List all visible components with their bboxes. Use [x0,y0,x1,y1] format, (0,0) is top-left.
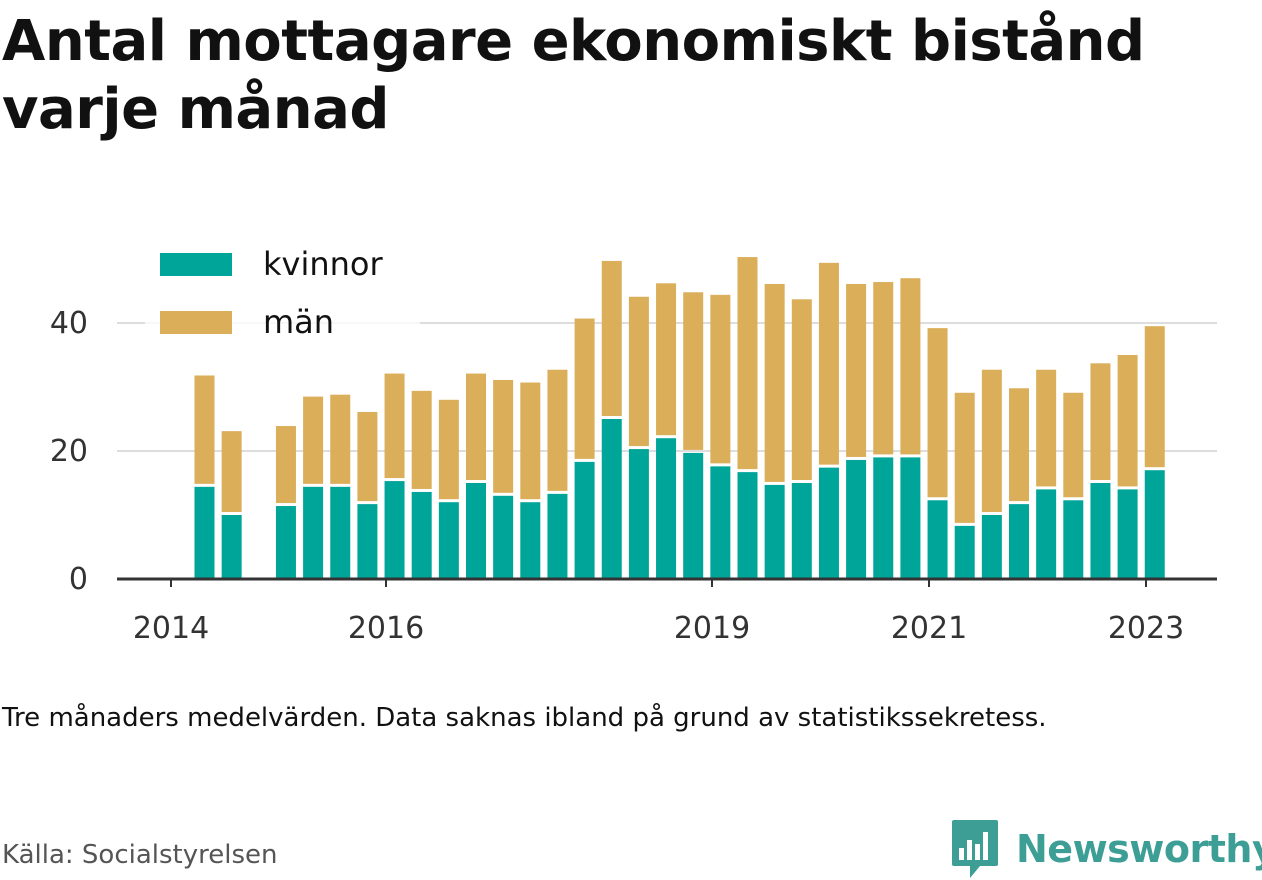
bars [194,257,1165,579]
bar-man [194,375,215,484]
bar-kvinnor [764,484,785,579]
bar-man [601,260,622,416]
chart-note: Tre månaders medelvärden. Data saknas ib… [2,703,1047,733]
newsworthy-bar-chart-icon [952,820,998,878]
bar-kvinnor [1009,504,1029,579]
legend: kvinnor män [145,240,420,348]
bar-kvinnor [384,481,405,579]
bar-man [1144,326,1165,468]
bar-kvinnor [330,486,351,579]
bar-man [818,262,839,465]
bar-kvinnor [737,472,758,579]
stacked-bar-chart: 0 20 40 2014 2016 2019 2021 2023 kvinnor män [49,240,1217,646]
bar-kvinnor [601,419,622,579]
bar-man [846,283,867,457]
bar-man [710,294,731,464]
bar-kvinnor [574,461,595,579]
y-tick-label: 40 [50,306,88,341]
bar-man [628,296,649,447]
bar-man [466,373,486,480]
bar-man [574,318,595,459]
bar-kvinnor [791,483,812,579]
bar-kvinnor [303,486,324,579]
legend-swatch-kvinnor [160,253,232,276]
bar-kvinnor [466,483,486,579]
bar-kvinnor [900,457,921,579]
bar-man [764,283,785,482]
bar-man [1117,355,1138,487]
bar-kvinnor [438,502,459,579]
bar-kvinnor [221,515,242,579]
x-tick-label: 2021 [891,611,967,646]
bar-man [438,399,459,500]
bar-man [1090,363,1111,480]
bar-kvinnor [656,438,677,579]
bar-kvinnor [818,467,839,579]
y-tick-label: 0 [69,562,88,597]
bar-kvinnor [873,457,894,579]
bar-kvinnor [1036,489,1057,579]
bar-man [656,283,677,436]
bar-man [547,369,568,491]
bar-man [791,299,812,480]
source-credit: Källa: Socialstyrelsen [2,840,278,870]
bar-man [1063,392,1084,498]
bar-man [1036,369,1057,487]
y-tick-label: 20 [50,434,88,469]
bar-kvinnor [1117,489,1138,579]
bar-man [927,328,948,498]
bar-man [1009,388,1029,502]
bar-man [520,382,541,500]
bar-man [303,396,324,484]
bar-kvinnor [547,493,568,579]
bar-man [981,369,1002,512]
bar-kvinnor [275,506,296,579]
bar-man [900,278,921,455]
bar-kvinnor [954,525,975,579]
bar-kvinnor [194,486,215,579]
brand-logo[interactable]: Newsworthy [950,818,1262,880]
legend-label-kvinnor: kvinnor [263,245,384,283]
bar-kvinnor [1090,483,1111,579]
bar-man [683,292,704,450]
bar-man [357,411,378,502]
bar-man [873,282,894,455]
x-tick-label: 2014 [133,611,209,646]
legend-swatch-man [160,311,232,334]
bar-kvinnor [1144,470,1165,579]
bar-kvinnor [411,491,432,579]
axes: 2014 2016 2019 2021 2023 [117,577,1217,646]
bar-kvinnor [520,502,541,579]
brand-name: Newsworthy [1016,827,1262,871]
bar-kvinnor [1063,500,1084,579]
bar-kvinnor [846,459,867,579]
bar-kvinnor [927,500,948,579]
bar-kvinnor [710,466,731,579]
bar-kvinnor [683,452,704,579]
bar-man [954,392,975,523]
bar-man [275,426,296,504]
bar-kvinnor [357,504,378,579]
bar-man [384,373,405,479]
legend-label-man: män [263,303,334,341]
bar-kvinnor [493,495,514,579]
x-tick-label: 2023 [1108,611,1184,646]
x-tick-label: 2016 [348,611,424,646]
bar-kvinnor [981,515,1002,579]
bar-kvinnor [628,449,649,579]
x-tick-label: 2019 [674,611,750,646]
bar-man [411,390,432,489]
bar-man [221,431,242,512]
chart-title: Antal mottagare ekonomiskt bistånd varje… [2,9,1145,142]
bar-man [330,394,351,484]
bar-man [737,257,758,470]
bar-man [493,379,514,493]
